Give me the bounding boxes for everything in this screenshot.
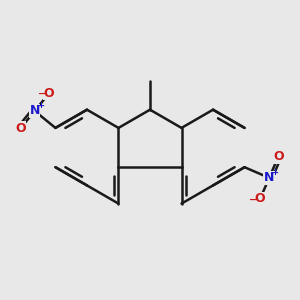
Text: +: + [272, 168, 278, 177]
Text: O: O [273, 150, 284, 164]
Text: N: N [264, 171, 274, 184]
Text: O: O [15, 122, 26, 135]
Text: O: O [44, 87, 54, 100]
Text: N: N [29, 104, 40, 118]
Text: −: − [249, 195, 257, 205]
Text: +: + [37, 101, 44, 110]
Text: O: O [255, 192, 266, 205]
Text: −: − [38, 89, 46, 99]
